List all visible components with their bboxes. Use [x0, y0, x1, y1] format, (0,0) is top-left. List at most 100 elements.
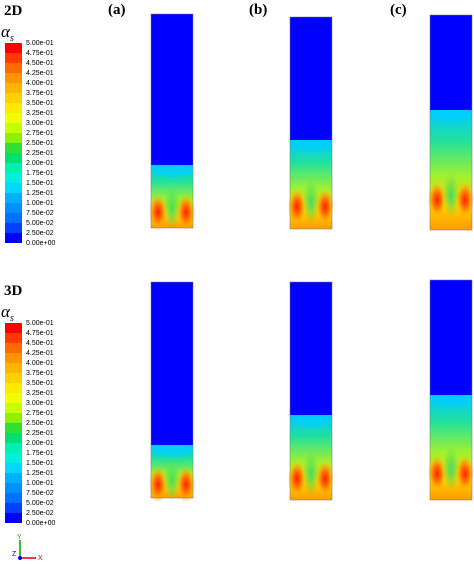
column-label: (b) — [249, 2, 267, 18]
row-label: 3D — [4, 283, 23, 299]
colorbar-band — [5, 113, 22, 123]
colorbar-band — [5, 493, 22, 503]
symbol-sub: s — [10, 313, 14, 324]
colorbar-label: 0.00e+00 — [26, 240, 55, 247]
panel-border — [289, 281, 333, 501]
colorbar-label: 4.00e-01 — [26, 80, 54, 87]
colorbar-band — [5, 323, 22, 333]
symbol-sub: s — [10, 33, 14, 44]
hot-zone — [428, 455, 446, 492]
colorbar-label: 4.25e-01 — [26, 350, 54, 357]
column-label: (c) — [390, 2, 407, 18]
hot-zone — [177, 194, 195, 231]
colorbar-band — [5, 163, 22, 173]
colorbar-band — [5, 143, 22, 153]
colorbar-label: 4.00e-01 — [26, 360, 54, 367]
panel-border — [150, 281, 194, 499]
hot-zone — [316, 460, 334, 497]
bed-interface — [290, 415, 332, 427]
core-zone — [443, 446, 459, 491]
colorbar-band — [5, 443, 22, 453]
colorbar-band — [5, 463, 22, 473]
colorbar-label: 1.25e-01 — [26, 190, 54, 197]
hot-zone — [428, 182, 446, 218]
hot-zone — [456, 455, 474, 492]
colorbar-label: 4.75e-01 — [26, 330, 54, 337]
colorbar-label: 2.50e-02 — [26, 510, 54, 517]
colorbar-band — [5, 363, 22, 373]
panel-border — [289, 16, 333, 230]
colorbar-label: 2.00e-01 — [26, 440, 54, 447]
hot-zone — [149, 194, 167, 231]
colorbar-band — [5, 213, 22, 223]
colorbar-label: 2.50e-01 — [26, 140, 54, 147]
colorbar-label: 1.50e-01 — [26, 460, 54, 467]
colorbar-label: 4.75e-01 — [26, 50, 54, 57]
colorbar-label: 5.00e-01 — [26, 40, 54, 47]
colorbar-label: 3.00e-01 — [26, 400, 54, 407]
colorbar-label: 3.50e-01 — [26, 380, 54, 387]
colorbar-band — [5, 103, 22, 113]
colorbar-label: 2.50e-02 — [26, 230, 54, 237]
colorbar-band — [5, 453, 22, 463]
core-zone — [303, 179, 319, 224]
panel-border — [429, 14, 473, 231]
column-label: (a) — [108, 2, 126, 18]
colorbar-band — [5, 483, 22, 493]
colorbar-label: 0.00e+00 — [26, 520, 55, 527]
bed-interface — [430, 110, 472, 122]
triad-z: Z — [12, 551, 17, 558]
colorbar-band — [5, 373, 22, 383]
colorbar-label: 4.50e-01 — [26, 60, 54, 67]
colorbar-label: 1.25e-01 — [26, 470, 54, 477]
core-zone — [164, 185, 180, 230]
colorbar-label: 7.50e-02 — [26, 490, 54, 497]
colorbar-label: 2.25e-01 — [26, 430, 54, 437]
colorbar-label: 7.50e-02 — [26, 210, 54, 217]
bed-interface — [430, 395, 472, 407]
colorbar-band — [5, 393, 22, 403]
colorbar-label: 1.75e-01 — [26, 450, 54, 457]
core-zone — [303, 451, 319, 496]
colorbar-band — [5, 423, 22, 433]
bed-interface — [151, 165, 193, 177]
hot-zone — [177, 466, 195, 503]
colorbar-band — [5, 333, 22, 343]
colorbar-label: 2.75e-01 — [26, 410, 54, 417]
core-zone — [164, 457, 180, 502]
colorbar-label: 1.00e-01 — [26, 200, 54, 207]
hot-zone — [149, 466, 167, 503]
hot-zone — [288, 188, 306, 225]
row-label: 2D — [4, 3, 23, 19]
colorbar-label: 1.00e-01 — [26, 480, 54, 487]
hot-zone — [316, 188, 334, 225]
colorbar-label: 5.00e-02 — [26, 500, 54, 507]
colorbar-band — [5, 413, 22, 423]
axis-z — [18, 556, 22, 560]
colorbar-band — [5, 153, 22, 163]
bed-interface — [151, 445, 193, 457]
panel-border — [429, 279, 473, 501]
colorbar-label: 2.50e-01 — [26, 420, 54, 427]
colorbar-label: 5.00e-02 — [26, 220, 54, 227]
colorbar-band — [5, 43, 22, 53]
colorbar-label: 2.25e-01 — [26, 150, 54, 157]
colorbar-band — [5, 353, 22, 363]
colorbar-label: 1.50e-01 — [26, 180, 54, 187]
colorbar-label: 2.75e-01 — [26, 130, 54, 137]
colorbar-band — [5, 473, 22, 483]
symbol-main: α — [1, 22, 11, 41]
colorbar-label: 3.25e-01 — [26, 110, 54, 117]
colorbar-band — [5, 53, 22, 63]
colorbar-band — [5, 83, 22, 93]
colorbar-label: 3.75e-01 — [26, 90, 54, 97]
colorbar-band — [5, 73, 22, 83]
panel-border — [150, 13, 194, 229]
colorbar-band — [5, 123, 22, 133]
colorbar-band — [5, 173, 22, 183]
colorbar-band — [5, 343, 22, 353]
colorbar-band — [5, 513, 22, 523]
colorbar-band — [5, 383, 22, 393]
core-zone — [443, 173, 459, 217]
colorbar-label: 2.00e-01 — [26, 160, 54, 167]
